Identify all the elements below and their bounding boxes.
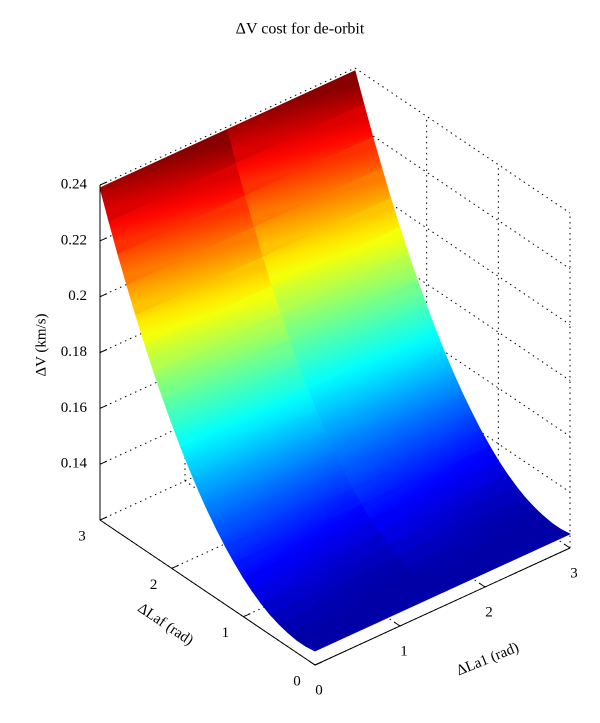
x-tick-label: 1 — [400, 643, 408, 659]
chart-title: ΔV cost for de-orbit — [236, 21, 365, 38]
y-tick-label: 1 — [222, 625, 230, 641]
y-tick — [243, 613, 251, 618]
x-tick — [563, 543, 571, 549]
z-tick — [99, 404, 108, 409]
x-tick — [393, 621, 401, 627]
y-tick — [99, 516, 108, 521]
x-tick-label: 3 — [570, 565, 578, 581]
y-axis — [99, 519, 316, 666]
z-tick-label: 0.18 — [61, 344, 87, 360]
y-tick-label: 2 — [150, 577, 158, 593]
x-axis-label: ΔLa1 (rad) — [454, 640, 521, 680]
z-tick — [99, 293, 108, 298]
y-tick — [314, 661, 323, 666]
z-tick-label: 0.14 — [61, 456, 88, 472]
y-tick-label: 3 — [78, 528, 86, 544]
z-axis-label: ΔV (km/s) — [33, 313, 49, 376]
x-tick — [478, 582, 486, 588]
x-tick-label: 2 — [485, 604, 493, 620]
x-tick — [308, 660, 316, 666]
x-axis — [314, 547, 571, 666]
z-tick-label: 0.24 — [61, 176, 88, 192]
surface-patch — [432, 528, 571, 593]
z-tick — [99, 460, 108, 465]
z-tick — [99, 349, 108, 353]
z-tick — [99, 181, 108, 186]
z-tick-label: 0.22 — [61, 232, 87, 248]
y-tick — [171, 564, 179, 569]
z-tick-label: 0.2 — [68, 288, 87, 304]
y-axis-label: ΔLaf (rad) — [135, 600, 196, 649]
z-tick — [99, 237, 108, 242]
y-tick-label: 0 — [293, 673, 301, 689]
x-tick-label: 0 — [315, 682, 323, 698]
z-tick-label: 0.16 — [61, 400, 88, 416]
